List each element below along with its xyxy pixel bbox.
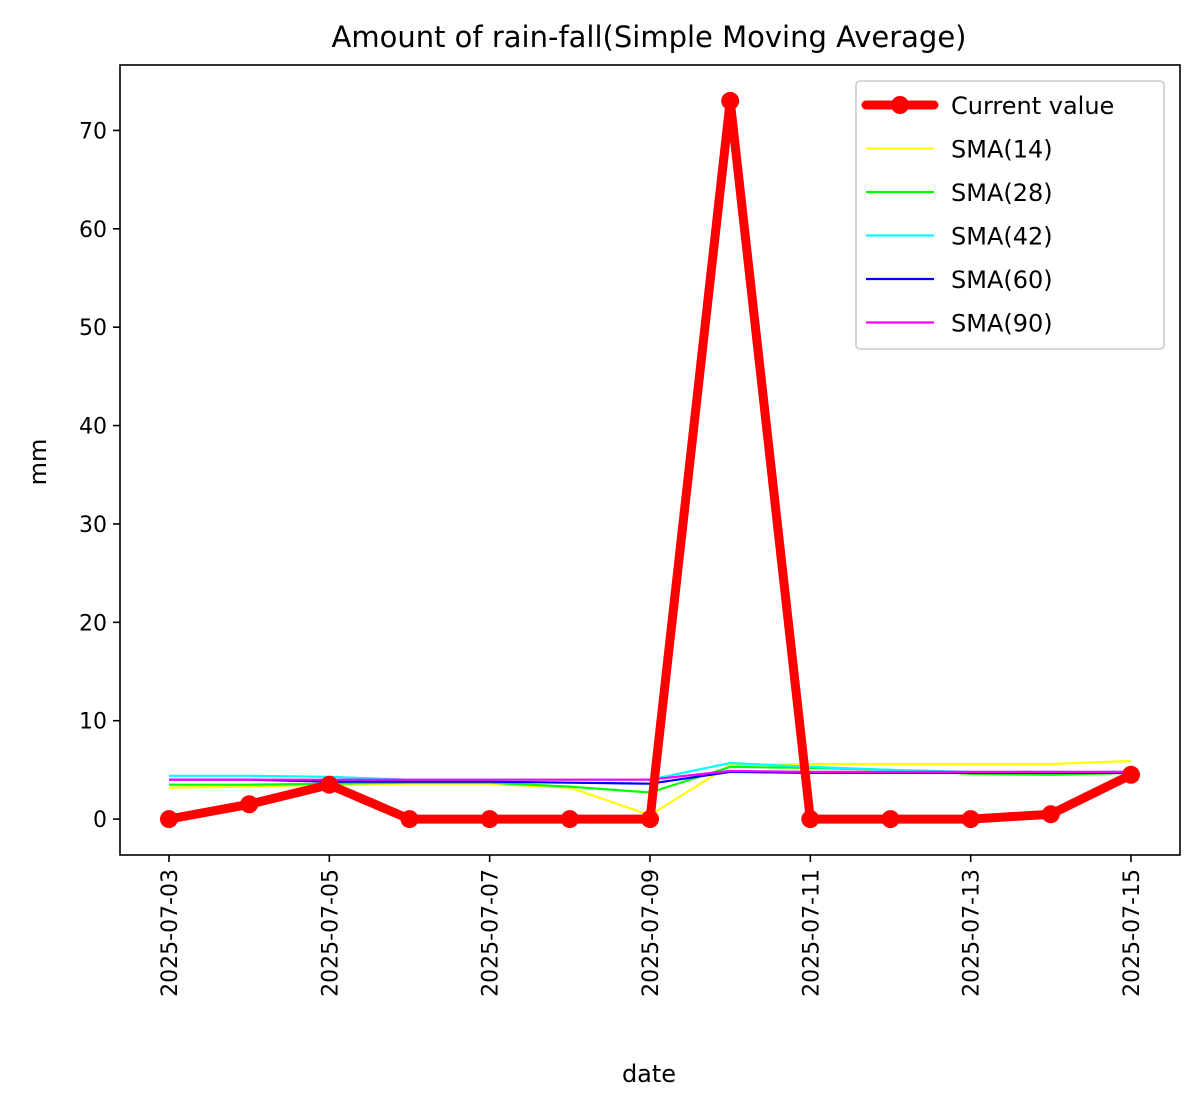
chart-title: Amount of rain-fall(Simple Moving Averag… bbox=[332, 20, 967, 54]
y-axis-label: mm bbox=[24, 439, 52, 486]
y-tick-label: 0 bbox=[93, 808, 107, 833]
y-tick-label: 50 bbox=[79, 316, 107, 341]
x-tick-label: 2025-07-09 bbox=[639, 869, 664, 997]
data-point bbox=[1122, 765, 1140, 784]
data-point bbox=[160, 810, 178, 829]
y-tick-label: 20 bbox=[79, 611, 107, 636]
x-tick-label: 2025-07-11 bbox=[799, 869, 824, 997]
data-point bbox=[721, 91, 740, 110]
x-tick-label: 2025-07-13 bbox=[960, 869, 985, 997]
data-point bbox=[560, 810, 579, 829]
data-point bbox=[400, 810, 419, 829]
y-tick-label: 70 bbox=[79, 119, 107, 144]
data-point bbox=[641, 810, 659, 829]
data-point bbox=[320, 775, 339, 794]
y-tick-label: 40 bbox=[79, 415, 107, 440]
x-axis: 2025-07-03 2025-07-05 2025-07-07 2025-07-09… bbox=[158, 855, 1145, 997]
x-axis-label: date bbox=[622, 1060, 676, 1088]
y-tick-label: 60 bbox=[79, 218, 107, 243]
x-tick-label: 2025-07-03 bbox=[158, 869, 183, 997]
legend-marker bbox=[891, 96, 909, 114]
legend-label-3: SMA(42) bbox=[951, 223, 1053, 251]
series-line-5 bbox=[169, 769, 1131, 781]
data-point bbox=[240, 795, 259, 814]
plot-series bbox=[160, 91, 1140, 829]
data-point bbox=[480, 810, 499, 829]
x-tick-label: 2025-07-05 bbox=[318, 869, 343, 997]
data-point bbox=[881, 810, 900, 829]
data-point bbox=[961, 810, 980, 829]
legend-label-2: SMA(28) bbox=[951, 179, 1053, 207]
legend-label-4: SMA(60) bbox=[951, 266, 1053, 294]
y-axis: 0 10 20 30 40 50 60 70 bbox=[79, 119, 120, 833]
x-tick-label: 2025-07-15 bbox=[1120, 869, 1145, 997]
data-point bbox=[1041, 805, 1060, 824]
legend-label-5: SMA(90) bbox=[951, 310, 1053, 338]
data-point bbox=[801, 810, 820, 829]
legend-label-1: SMA(14) bbox=[951, 136, 1053, 164]
y-tick-label: 10 bbox=[79, 710, 107, 735]
y-tick-label: 30 bbox=[79, 513, 107, 538]
legend-label-0: Current value bbox=[951, 92, 1114, 120]
x-tick-label: 2025-07-07 bbox=[479, 869, 504, 997]
legend: Current value SMA(14) SMA(28) SMA(42) SMA(60… bbox=[855, 80, 1165, 350]
